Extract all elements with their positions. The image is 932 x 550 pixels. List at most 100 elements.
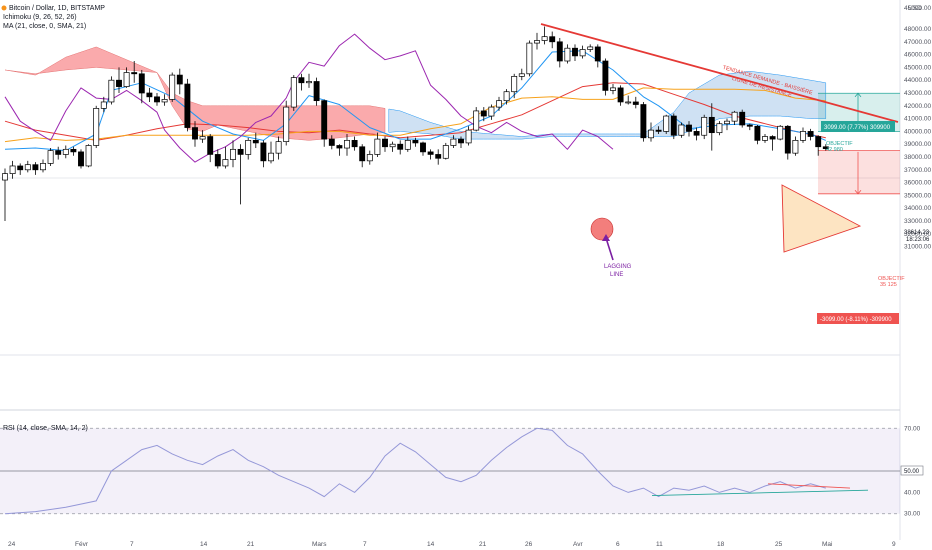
candle-bearish (632, 101, 639, 105)
x-tick-label: 21 (479, 541, 487, 548)
lagging-pointer (605, 237, 614, 261)
candle-bullish (724, 120, 730, 125)
candle-bearish (435, 154, 442, 159)
bitcoin-icon (1, 5, 7, 11)
candle-bearish (70, 148, 77, 153)
y-tick-label: 40000.00 (904, 128, 931, 135)
legend-ma[interactable]: MA (21, close, 0, SMA, 21) (3, 23, 86, 30)
rsi-panel (0, 427, 900, 515)
ichimoku-cloud (4, 46, 827, 141)
candle-bullish (389, 143, 396, 148)
y-tick-label: 33000.00 (904, 218, 931, 225)
candle-bullish (404, 140, 411, 150)
y-tick-label: 46000.00 (904, 52, 931, 59)
candle-bullish (199, 136, 206, 140)
candle-bearish (382, 138, 388, 148)
candle-bullish (62, 148, 69, 155)
rsi-tick-label: 30.00 (904, 511, 921, 518)
candle-bearish (397, 143, 404, 150)
x-tick-label: 25 (775, 541, 783, 548)
candle-bearish (32, 164, 39, 171)
legend: Bitcoin / Dollar, 1D, BITSTAMP Ichimoku … (1, 5, 105, 432)
candle-bearish (321, 100, 328, 140)
candle-bearish (131, 72, 138, 75)
y-tick-label: 34000.00 (904, 205, 931, 212)
candle-bearish (154, 96, 160, 103)
y-tick-label: 32000.00 (904, 231, 931, 238)
candle-bullish (93, 108, 100, 146)
legend-rsi[interactable]: RSI (14, close, SMA, 14, 2) (3, 425, 88, 432)
candle-bullish (290, 77, 297, 108)
candle-bearish (617, 87, 624, 103)
candle-bullish (511, 76, 518, 93)
x-tick-label: Févr (75, 541, 89, 548)
candle-bullish (24, 164, 31, 171)
triangle-pattern (781, 184, 862, 253)
candle-bullish (488, 106, 495, 117)
y-tick-label: 42000.00 (904, 103, 931, 110)
candle-bullish (450, 138, 457, 146)
candle-bearish (572, 47, 578, 57)
candle-bullish (648, 129, 654, 139)
y-tick-label: 47000.00 (904, 39, 931, 46)
candle-bullish (47, 150, 54, 164)
x-tick-label: 9 (892, 541, 896, 548)
candle-bearish (78, 151, 84, 167)
candle-bearish (739, 111, 746, 126)
lagging-label-line2: LINE (610, 272, 623, 278)
y-tick-label: 48000.00 (904, 26, 931, 33)
y-tick-label: 35000.00 (904, 192, 931, 199)
target-down-objective: OBJECTIF (878, 276, 905, 282)
last-price: 38614.23 18:23:06 (904, 230, 930, 243)
candle-bearish (146, 92, 153, 98)
candle-bullish (701, 116, 708, 136)
candle-bullish (161, 99, 168, 103)
x-tick-label: 11 (656, 541, 663, 548)
candle-bullish (222, 159, 229, 167)
target-up-objective: OBJECTIF (826, 141, 853, 147)
candle-bearish (427, 151, 434, 155)
candle-bearish (655, 129, 662, 132)
currency-label: USD (908, 5, 922, 12)
legend-ichimoku[interactable]: Ichimoku (9, 26, 52, 26) (3, 14, 77, 21)
target-up-value: 42 980 (826, 147, 843, 153)
candle-bullish (503, 91, 510, 102)
candle-bullish (245, 140, 252, 155)
candle-bearish (708, 116, 715, 134)
candle-bullish (625, 101, 632, 104)
x-tick-label: 14 (427, 541, 435, 548)
candle-bearish (328, 138, 335, 146)
cloud-segment-bullish (388, 70, 827, 140)
candle-bearish (412, 140, 419, 144)
target-down-text: -3099.00 (-8.11%) -309900 (820, 317, 892, 323)
candle-bearish (260, 142, 267, 162)
candle-bearish (754, 125, 761, 141)
candle-bullish (40, 163, 46, 171)
resistance-line (540, 23, 899, 123)
lagging-marker (590, 217, 614, 241)
candle-bullish (518, 73, 525, 77)
rsi-current: 50.00 (900, 465, 924, 476)
target-up-arrowhead (854, 92, 862, 98)
x-tick-label: 7 (363, 541, 367, 548)
candle-bullish (9, 165, 16, 174)
candle-bearish (138, 73, 145, 94)
candle-bearish (822, 146, 829, 150)
candle-bullish (442, 145, 449, 159)
x-tick-label: 21 (247, 541, 255, 548)
axes: 45000.00 48000.00 47000.00 46000.00 45000.00… (8, 5, 931, 548)
candle-bearish (693, 131, 700, 136)
candle-bullish (762, 136, 768, 141)
candle-bearish (298, 77, 305, 84)
candle-bearish (549, 36, 556, 43)
candle-bullish (100, 101, 107, 109)
lagging-label-line1: LAGGING (604, 264, 632, 270)
candle-bullish (374, 138, 381, 155)
candle-bearish (313, 81, 320, 102)
target-up-text: 3099.00 (7.77%) 309900 (824, 125, 891, 131)
candle-bullish (268, 152, 274, 162)
candle-bullish (465, 129, 472, 144)
target-down-zone (818, 150, 900, 194)
candles (2, 26, 829, 221)
